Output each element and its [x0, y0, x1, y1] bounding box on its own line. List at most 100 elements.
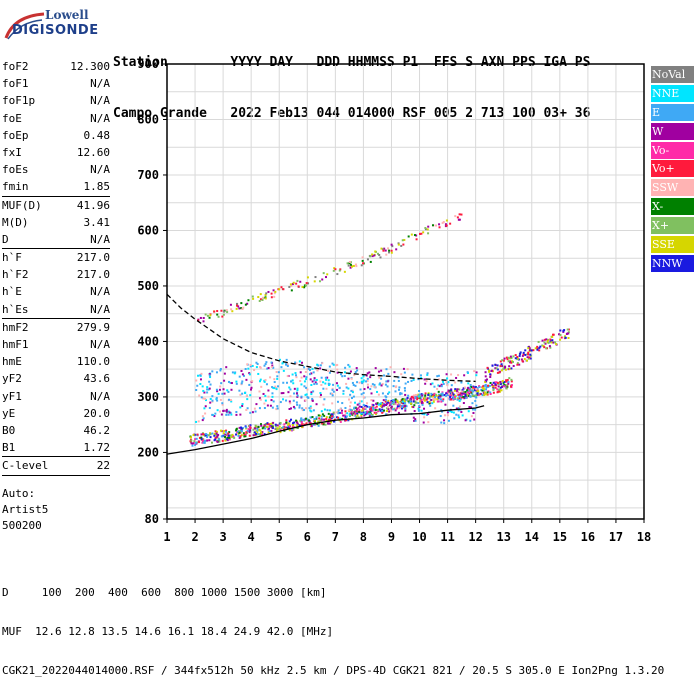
echo-point [249, 424, 252, 427]
param-name: M(D) [2, 215, 29, 229]
echo-point [277, 371, 280, 374]
echo-point [337, 416, 340, 419]
echo-point [456, 388, 459, 391]
echo-point [487, 384, 490, 387]
echo-point [380, 405, 383, 408]
echo-point [450, 373, 453, 376]
echo-point [219, 398, 222, 401]
echo-point [462, 395, 465, 398]
echo-point [370, 406, 373, 409]
param-row: fxI 12.60 [2, 144, 110, 161]
echo-point [488, 370, 491, 373]
echo-point [496, 388, 499, 391]
echo-point [479, 393, 482, 396]
echo-point [201, 440, 204, 443]
echo-point [420, 402, 423, 405]
echo-point [395, 402, 398, 405]
echo-point [295, 419, 298, 422]
echo-point [192, 441, 195, 444]
echo-point [390, 409, 393, 412]
echo-point [447, 393, 450, 396]
echo-point [355, 408, 358, 411]
echo-point [400, 244, 403, 247]
echo-point [305, 376, 308, 379]
echo-point [219, 429, 222, 432]
echo-point [370, 399, 373, 402]
echo-point [503, 384, 506, 387]
echo-point [293, 407, 296, 410]
param-row: C-level 22 [2, 457, 110, 474]
echo-point [412, 398, 415, 401]
echo-point [250, 388, 253, 391]
echo-point [290, 284, 293, 287]
echo-point [200, 396, 203, 399]
echo-point [342, 414, 345, 417]
echo-point [434, 398, 437, 401]
echo-point [418, 396, 421, 399]
echo-point [280, 286, 283, 289]
echo-point [246, 430, 249, 433]
echo-point [229, 399, 232, 402]
echo-point [292, 382, 295, 385]
echo-point [207, 388, 210, 391]
echo-point [467, 394, 470, 397]
x-tick-label: 10 [412, 530, 426, 544]
echo-point [426, 397, 429, 400]
echo-point [227, 380, 230, 383]
echo-point [289, 388, 292, 391]
echo-point [311, 416, 314, 419]
echo-point [215, 430, 218, 433]
param-row: hmE 110.0 [2, 353, 110, 370]
echo-point [444, 403, 447, 406]
echo-point [245, 426, 248, 429]
echo-point [274, 423, 277, 426]
echo-point [200, 436, 203, 439]
echo-point [417, 395, 420, 398]
echo-point [270, 429, 273, 432]
echo-point [397, 411, 400, 414]
echo-point [369, 388, 372, 391]
echo-point [499, 360, 502, 363]
echo-point [222, 409, 225, 412]
echo-point [401, 402, 404, 405]
echo-point [249, 394, 252, 397]
echo-point [313, 377, 316, 380]
echo-point [326, 376, 329, 379]
echo-point [403, 400, 406, 403]
echo-point [485, 388, 488, 391]
echo-point [367, 411, 370, 414]
echo-point [225, 430, 228, 433]
echo-point [442, 380, 445, 383]
echo-point [255, 361, 258, 364]
echo-point [415, 395, 418, 398]
echo-point [470, 389, 473, 392]
echo-point [331, 387, 334, 390]
echo-point [407, 394, 410, 397]
echo-point [244, 433, 247, 436]
param-name: C-level [2, 459, 49, 473]
echo-point [461, 389, 464, 392]
echo-point [440, 385, 443, 388]
echo-point [318, 280, 321, 283]
echo-point [290, 407, 293, 410]
echo-point [271, 386, 274, 389]
echo-point [374, 367, 377, 370]
echo-point [259, 293, 262, 296]
echo-point [261, 431, 264, 434]
echo-point [279, 431, 282, 434]
echo-point [226, 389, 229, 392]
echo-point [417, 393, 420, 396]
echo-point [425, 398, 428, 401]
echo-point [287, 426, 290, 429]
echo-point [200, 433, 203, 436]
echo-point [399, 392, 402, 395]
echo-point [458, 416, 461, 419]
echo-point [345, 382, 348, 385]
param-row: foF1p N/A [2, 92, 110, 109]
echo-point [439, 415, 442, 418]
echo-point [261, 433, 264, 436]
echo-point [490, 369, 493, 372]
echo-point [324, 423, 327, 426]
echo-point [475, 371, 478, 374]
echo-point [422, 421, 425, 424]
